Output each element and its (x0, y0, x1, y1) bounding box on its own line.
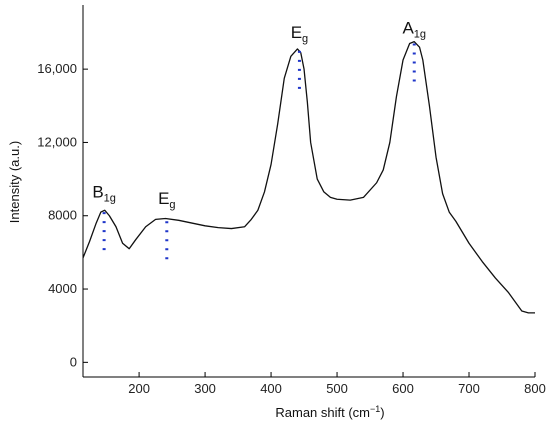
y-tick-label-4: 16,000 (37, 61, 77, 76)
y-tick-label-0: 0 (70, 354, 77, 369)
x-tick-label-3: 500 (326, 381, 348, 396)
peak-label-1: Eg (158, 189, 175, 211)
x-axis-title: Raman shift (cm−1) (275, 404, 384, 420)
y-axis-title: Intensity (a.u.) (7, 141, 22, 223)
spectrum-line (82, 41, 535, 314)
peak-label-2: Eg (291, 23, 308, 45)
x-tick-label-1: 300 (194, 381, 216, 396)
peak-label-0: B1g (92, 182, 116, 204)
x-tick-label-5: 700 (458, 381, 480, 396)
x-tick-label-6: 800 (524, 381, 546, 396)
plot-area: 200 300 400 500 600 700 80004000800012,00016,0… (37, 5, 546, 396)
peak-label-3: A1g (402, 18, 426, 40)
x-tick-label-0: 200 (128, 381, 150, 396)
y-tick-label-1: 4000 (48, 281, 77, 296)
y-tick-label-3: 12,000 (37, 134, 77, 149)
y-tick-label-2: 8000 (48, 208, 77, 223)
x-tick-label-2: 400 (260, 381, 282, 396)
x-tick-label-4: 600 (392, 381, 414, 396)
